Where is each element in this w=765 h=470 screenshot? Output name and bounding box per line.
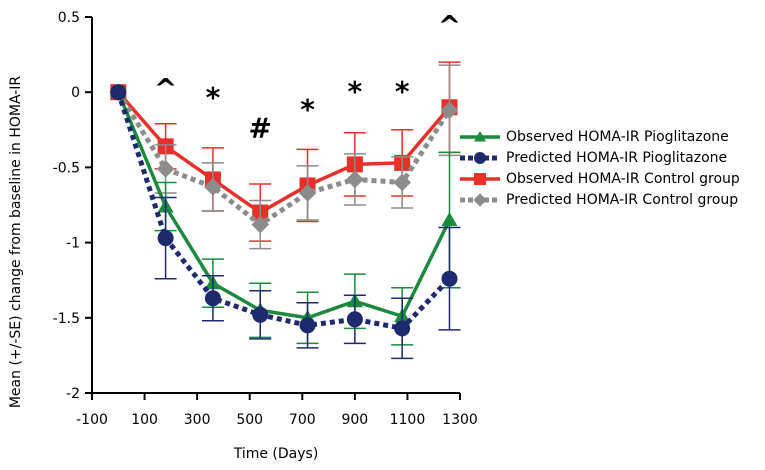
significance-marker: # — [248, 111, 271, 144]
legend: Observed HOMA-IR Pioglitazone Predicted … — [458, 128, 758, 212]
legend-item: Observed HOMA-IR Pioglitazone — [458, 128, 758, 147]
x-tick-label: 900 — [341, 412, 368, 428]
x-tick-label: 700 — [289, 412, 316, 428]
legend-label: Predicted HOMA-IR Control group — [506, 192, 739, 208]
legend-marker — [474, 173, 486, 185]
legend-item: Predicted HOMA-IR Pioglitazone — [458, 149, 758, 168]
legend-label: Predicted HOMA-IR Pioglitazone — [506, 150, 728, 166]
legend-swatch-observed-pioglitazone — [460, 131, 500, 142]
data-point — [251, 215, 270, 234]
y-tick-label: 0.5 — [58, 10, 80, 26]
legend-swatch-predicted-pioglitazone — [460, 152, 500, 164]
data-point — [298, 184, 317, 202]
data-point — [440, 101, 459, 120]
y-tick-label: -2 — [66, 386, 80, 402]
series-3 — [109, 64, 461, 250]
data-point — [346, 311, 363, 328]
x-axis-title: Time (Days) — [233, 446, 319, 462]
legend-label: Observed HOMA-IR Control group — [506, 171, 740, 187]
significance-marker: * — [395, 75, 410, 108]
legend-swatch-predicted-control — [460, 193, 500, 207]
legend-item: Predicted HOMA-IR Control group — [458, 191, 758, 210]
data-point — [156, 160, 175, 178]
x-tick-label: -100 — [76, 412, 108, 428]
data-point — [110, 84, 127, 101]
legend-item: Observed HOMA-IR Control group — [458, 170, 758, 189]
annotations: ^ * # * * * ^ — [154, 9, 461, 144]
significance-marker: * — [300, 93, 315, 126]
x-tick-label: 500 — [236, 412, 263, 428]
data-point — [204, 290, 221, 307]
series-line — [116, 91, 452, 320]
legend-marker — [474, 131, 486, 142]
legend-swatch-observed-control — [460, 173, 500, 185]
legend-marker — [473, 193, 487, 207]
data-point — [299, 317, 316, 334]
x-tick-label: 1100 — [390, 412, 426, 428]
y-tick-label: -1.5 — [53, 311, 80, 327]
data-point — [393, 173, 411, 192]
y-tick-label: 0 — [71, 85, 80, 101]
significance-marker: * — [206, 81, 221, 114]
data-point — [394, 320, 411, 337]
x-tick-label: 1300 — [442, 412, 478, 428]
significance-marker: ^ — [154, 72, 177, 105]
significance-marker: * — [348, 75, 363, 108]
data-point — [441, 270, 458, 287]
series-1 — [110, 84, 461, 360]
data-point — [441, 212, 458, 227]
data-point — [252, 306, 269, 323]
legend-marker — [474, 152, 486, 164]
y-tick-label: -0.5 — [53, 160, 80, 176]
y-axis-title: Mean (+/-SE) change from baseline in HOM… — [8, 76, 24, 409]
y-tick-label: -1 — [66, 236, 80, 252]
x-tick-label: 100 — [131, 412, 158, 428]
data-point — [346, 170, 364, 189]
plot-area — [109, 61, 461, 360]
data-point — [204, 178, 222, 196]
axes: 0.5 0 -0.5 -1 -1.5 -2 -100 100 300 500 700 900 1100 1… — [53, 10, 478, 428]
series-line — [115, 91, 452, 332]
x-tick-label: 300 — [184, 412, 211, 428]
legend-label: Observed HOMA-IR Pioglitazone — [506, 129, 729, 145]
data-point — [157, 230, 174, 247]
significance-marker: ^ — [438, 9, 461, 42]
